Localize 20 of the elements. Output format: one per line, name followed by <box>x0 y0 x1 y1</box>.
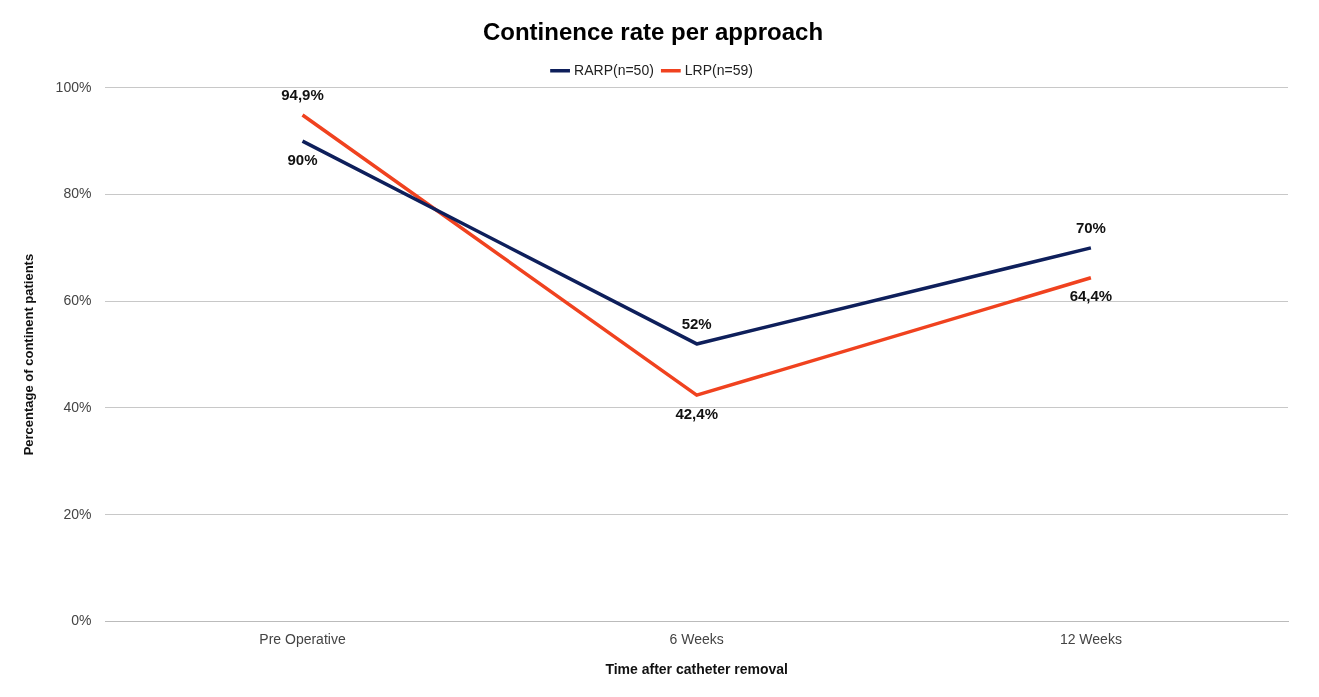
y-tick-label: 40% <box>63 398 92 415</box>
data-label: 64,4% <box>1069 287 1113 305</box>
y-tick-label: 100% <box>55 78 92 95</box>
x-tick-label: 6 Weeks <box>669 630 724 647</box>
x-tick-label: Pre Operative <box>259 630 346 647</box>
x-tick-label: 12 Weeks <box>1059 630 1122 647</box>
chart-title: Continence rate per approach <box>482 18 824 46</box>
data-label: 42,4% <box>675 404 718 422</box>
y-tick-label: 0% <box>71 612 92 629</box>
y-tick-label: 80% <box>63 185 92 202</box>
y-tick-label: 60% <box>63 292 92 309</box>
legend-label: LRP(n=59) <box>684 61 753 78</box>
data-label: 70% <box>1075 218 1106 236</box>
x-axis-title: Time after catheter removal <box>605 661 789 678</box>
y-tick-label: 20% <box>63 505 92 522</box>
legend-label: RARP(n=50) <box>574 61 654 78</box>
data-label: 52% <box>681 314 712 332</box>
y-axis-title: Percentage of continent patients <box>21 253 37 456</box>
data-label: 94,9% <box>281 85 324 103</box>
data-label: 90% <box>287 150 318 168</box>
